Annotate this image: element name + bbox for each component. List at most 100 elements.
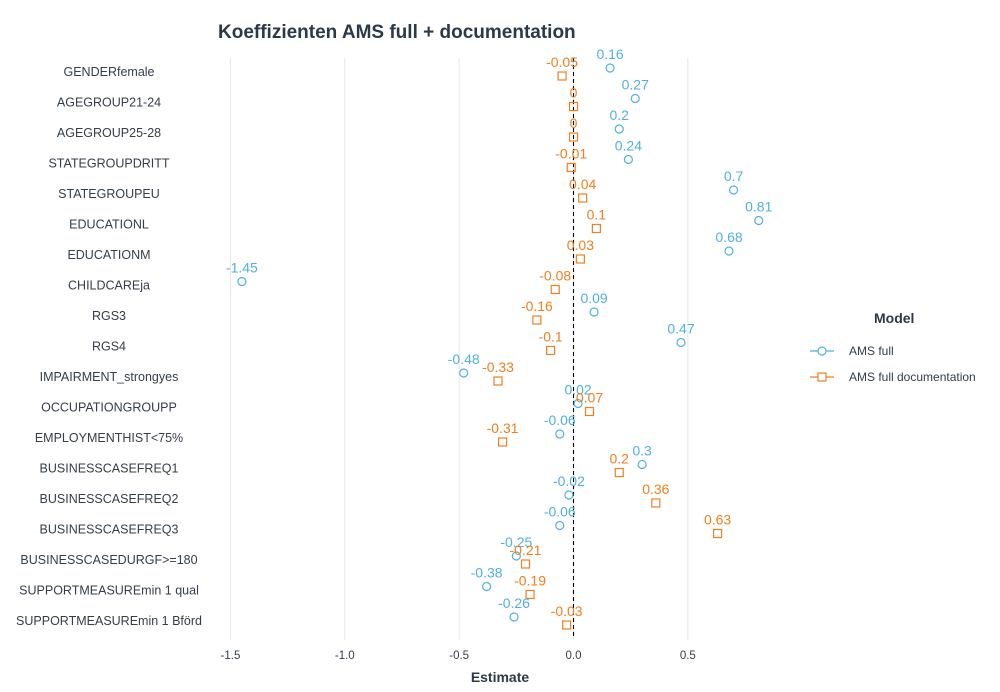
data-label: 0.04 (569, 176, 596, 192)
data-label: 0.81 (745, 199, 772, 215)
data-label: 0.2 (610, 451, 630, 467)
legend-key-square (817, 372, 827, 382)
data-label: -0.03 (551, 603, 583, 619)
data-label: -0.19 (514, 573, 546, 589)
data-label: -0.25 (500, 534, 532, 550)
point-ams-full-documentation (584, 406, 595, 417)
y-tick-label: SUPPORTMEASUREmin 1 Bförd (16, 614, 202, 628)
y-tick-label: BUSINESSCASEFREQ3 (40, 523, 179, 537)
data-label: -1.45 (226, 260, 258, 276)
data-label: 0.24 (615, 138, 642, 154)
data-label: 0.47 (667, 321, 694, 337)
point-ams-full-documentation (575, 254, 585, 264)
data-marks (237, 63, 764, 630)
y-tick-label: CHILDCAREja (68, 279, 150, 293)
data-label: -0.38 (471, 565, 503, 581)
y-tick-label: STATEGROUPDRITT (48, 157, 169, 171)
data-label: 0.16 (596, 46, 623, 62)
data-label: 0.2 (610, 107, 630, 123)
data-label: -0.01 (555, 146, 587, 162)
y-tick-label: EDUCATIONL (69, 218, 149, 232)
data-label: -0.31 (487, 420, 519, 436)
point-ams-full-documentation (532, 315, 542, 325)
point-ams-full (555, 429, 565, 439)
y-tick-label: SUPPORTMEASUREmin 1 qual (19, 584, 199, 598)
point-ams-full-documentation (591, 223, 601, 234)
point-ams-full-documentation (578, 193, 588, 203)
data-labels: 0.16 0.27 0.2 0.24 0.70.810.68 -1.45 0.09 0.47 -… (226, 46, 773, 619)
y-tick-label: RGS4 (92, 340, 126, 354)
point-ams-full-documentation (520, 559, 531, 569)
y-tick-label: BUSINESSCASEFREQ2 (40, 492, 179, 506)
y-tick-label: BUSINESSCASEFREQ1 (40, 462, 179, 476)
point-ams-full (754, 215, 764, 226)
data-label: 0.63 (704, 512, 731, 528)
y-tick-label: GENDERfemale (64, 65, 155, 79)
x-tick-label: -1.5 (221, 650, 241, 662)
x-axis-ticks: -1.5 -1.0 -0.5 0.0 0.5 (221, 650, 696, 662)
point-ams-full (614, 124, 624, 134)
data-label: 0.07 (576, 390, 603, 406)
data-label: 0 (570, 85, 578, 101)
y-tick-label: EMPLOYMENTHIST<75% (35, 431, 183, 445)
point-ams-full-documentation (525, 589, 535, 600)
y-tick-label: EDUCATIONM (67, 248, 150, 262)
legend-title: Model (874, 310, 914, 326)
x-tick-label: 0.5 (680, 650, 696, 662)
data-label: -0.26 (498, 595, 530, 611)
point-ams-full-documentation (546, 345, 556, 356)
x-tick-label: -0.5 (449, 650, 469, 662)
legend-key-circle (817, 346, 827, 356)
data-label: -0.06 (544, 412, 576, 428)
y-tick-label: BUSINESSCASEDURGF>=180 (20, 553, 197, 567)
legend-label[interactable]: AMS full documentation (849, 370, 976, 384)
point-ams-full (724, 246, 734, 256)
point-ams-full (605, 63, 615, 73)
point-ams-full-documentation (712, 528, 723, 539)
data-label: -0.06 (544, 504, 576, 520)
point-ams-full (623, 154, 633, 165)
point-ams-full-documentation (557, 71, 567, 81)
point-ams-full (481, 581, 492, 592)
point-ams-full (637, 459, 647, 470)
data-label: 0.1 (587, 207, 607, 223)
point-ams-full (589, 307, 599, 317)
legend[interactable]: Model AMS full AMS full documentation (810, 310, 976, 384)
point-ams-full (509, 612, 519, 622)
data-label: -0.33 (482, 359, 514, 375)
y-tick-label: OCCUPATIONGROUPP (41, 401, 177, 415)
point-ams-full-documentation (614, 467, 624, 478)
point-ams-full (237, 276, 247, 287)
legend-label[interactable]: AMS full (849, 344, 894, 358)
data-label: -0.1 (539, 329, 563, 345)
data-label: 0.7 (724, 168, 744, 184)
data-label: 0.03 (567, 237, 594, 253)
data-label: -0.21 (510, 542, 542, 558)
data-label: 0.09 (580, 290, 607, 306)
y-tick-label: AGEGROUP21-24 (57, 96, 161, 110)
x-tick-label: 0.0 (566, 650, 582, 662)
point-ams-full-documentation (498, 437, 508, 447)
data-label: -0.16 (521, 298, 553, 314)
point-ams-full (555, 520, 565, 531)
data-label: -0.08 (539, 268, 571, 284)
y-tick-label: IMPAIRMENT_strongyes (40, 370, 179, 384)
point-ams-full-documentation (550, 284, 560, 295)
y-tick-label: STATEGROUPEU (58, 187, 160, 201)
data-label: 0.27 (622, 77, 649, 93)
point-ams-full (511, 551, 521, 561)
data-label: 0.3 (632, 443, 652, 459)
point-ams-full (459, 368, 469, 378)
point-ams-full-documentation (493, 376, 503, 386)
chart-title: Koeffizienten AMS full + documentation (218, 22, 576, 43)
data-label: -0.48 (448, 351, 480, 367)
point-ams-full (573, 398, 583, 409)
point-ams-full (728, 185, 739, 195)
data-label: 0.02 (564, 382, 591, 398)
y-tick-label: RGS3 (92, 309, 126, 323)
point-ams-full (676, 337, 686, 348)
point-ams-full (564, 490, 574, 500)
point-ams-full-documentation (568, 101, 579, 112)
data-label: 0.36 (642, 481, 669, 497)
